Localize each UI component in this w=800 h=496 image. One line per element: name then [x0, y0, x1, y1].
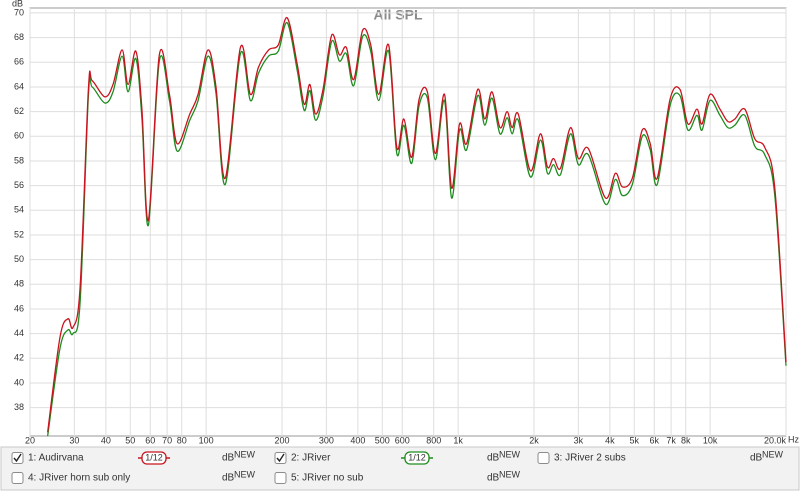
x-tick-label: 200	[274, 435, 289, 445]
legend-badge: NEW	[234, 469, 256, 479]
x-tick-label: 60	[145, 435, 155, 445]
legend-unit: dB	[222, 453, 235, 464]
checkbox[interactable]	[11, 452, 24, 464]
x-tick-label: 10k	[703, 435, 718, 445]
x-tick-label: 100	[199, 435, 214, 445]
checkbox[interactable]	[11, 472, 24, 484]
x-tick-label: 20	[25, 435, 35, 445]
y-tick-label: 60	[14, 131, 24, 141]
smoothing-label: 1/12	[408, 452, 426, 462]
x-tick-label: 7k	[666, 435, 676, 445]
legend-label: 2: JRiver	[291, 453, 331, 464]
legend-panel	[0, 446, 800, 491]
x-tick-label: 6k	[649, 435, 659, 445]
x-tick-label: 4k	[605, 435, 615, 445]
x-tick-label: 1k	[453, 435, 463, 445]
x-tick-label: 500	[375, 435, 390, 445]
y-tick-label: 68	[14, 32, 24, 42]
legend-badge: NEW	[762, 449, 784, 459]
legend-unit: dB	[487, 453, 500, 464]
y-tick-label: 50	[14, 254, 24, 264]
response-curve	[47, 17, 787, 433]
y-tick-label: 66	[14, 57, 24, 67]
y-axis-label: dB	[12, 0, 23, 8]
x-tick-label: 2k	[529, 435, 539, 445]
y-tick-label: 54	[14, 205, 24, 215]
smoothing-box[interactable]	[404, 451, 430, 465]
legend: 1: Audirvana 1/12 dB NEW 2: JRiver 1/12 dB NEW 3…	[11, 449, 784, 484]
y-tick-label: 62	[14, 106, 24, 116]
legend-unit: dB	[487, 473, 500, 484]
y-tick-label: 70	[14, 7, 24, 17]
y-tick-label: 40	[14, 377, 24, 387]
y-tick-label: 64	[14, 81, 24, 91]
y-tick-label: 46	[14, 303, 24, 313]
smoothing-box[interactable]	[141, 451, 167, 465]
chart-title: All SPL	[373, 7, 422, 23]
x-tick-label: 3k	[574, 435, 584, 445]
legend-badge: NEW	[499, 449, 521, 459]
grid: 38 40 42 44 46 48 50 52 54 56 58 60 62 64 66 68 70 20 30 40…	[14, 7, 787, 445]
legend-label: 1: Audirvana	[28, 453, 84, 464]
y-tick-label: 58	[14, 155, 24, 165]
smoothing-label: 1/12	[145, 452, 163, 462]
x-tick-label: 8k	[681, 435, 691, 445]
x-tick-label: 400	[350, 435, 365, 445]
legend-unit: dB	[222, 473, 235, 484]
y-tick-label: 48	[14, 279, 24, 289]
x-tick-label: 800	[426, 435, 441, 445]
x-tick-label: 600	[395, 435, 410, 445]
x-tick-label: 40	[101, 435, 111, 445]
legend-label: 5: JRiver no sub	[291, 473, 364, 484]
y-tick-label: 44	[14, 328, 24, 338]
check-mark	[13, 453, 22, 463]
plot-frame	[29, 7, 787, 437]
x-tick-label: 300	[319, 435, 334, 445]
y-tick-label: 56	[14, 180, 24, 190]
legend-label: 4: JRiver horn sub only	[28, 473, 130, 484]
y-tick-label: 52	[14, 229, 24, 239]
check-mark	[276, 453, 285, 463]
y-tick-label: 38	[14, 402, 24, 412]
curves	[47, 17, 787, 437]
x-tick-label: 80	[177, 435, 187, 445]
checkbox[interactable]	[274, 472, 287, 484]
x-axis-label: Hz	[788, 434, 799, 444]
x-tick-label: 70	[162, 435, 172, 445]
checkbox[interactable]	[537, 452, 550, 464]
x-tick-label: 50	[125, 435, 135, 445]
checkbox[interactable]	[274, 452, 287, 464]
legend-badge: NEW	[234, 449, 256, 459]
x-tick-label: 30	[69, 435, 79, 445]
legend-label: 3: JRiver 2 subs	[554, 453, 626, 464]
legend-unit: dB	[750, 453, 763, 464]
legend-badge: NEW	[499, 469, 521, 479]
x-tick-label: 20.0k	[764, 435, 787, 445]
x-tick-label: 5k	[630, 435, 640, 445]
y-tick-label: 42	[14, 353, 24, 363]
